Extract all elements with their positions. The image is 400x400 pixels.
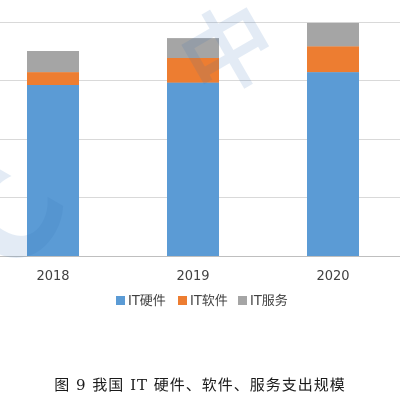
stacked-bar-chart: 2018 2019 2020 IT硬件 IT软件 IT服务 <box>0 22 400 309</box>
legend: IT硬件 IT软件 IT服务 <box>116 293 288 309</box>
bar-2018-series-0 <box>27 85 79 256</box>
bar-2018-series-2 <box>27 51 79 73</box>
legend-swatch-2 <box>238 296 247 305</box>
bar-2020-series-1 <box>307 46 359 73</box>
bar-2019-series-1 <box>167 58 219 83</box>
x-tick-label-2018: 2018 <box>36 269 69 284</box>
figure-caption: 图 9 我国 IT 硬件、软件、服务支出规模 <box>54 376 346 394</box>
x-tick-label-2020: 2020 <box>316 269 349 284</box>
x-axis-labels: 2018 2019 2020 <box>36 269 349 284</box>
bar-2020-series-2 <box>307 22 359 47</box>
bar-2019-series-0 <box>167 82 219 256</box>
legend-label-0: IT硬件 <box>128 294 166 309</box>
legend-swatch-0 <box>116 296 125 305</box>
legend-swatch-1 <box>178 296 187 305</box>
bar-stacks <box>27 22 359 256</box>
bar-2019-series-2 <box>167 38 219 58</box>
x-tick-label-2019: 2019 <box>176 269 209 284</box>
legend-label-2: IT服务 <box>250 293 288 309</box>
bar-2020-series-0 <box>307 72 359 256</box>
legend-label-1: IT软件 <box>190 294 228 309</box>
bar-2018-series-1 <box>27 72 79 85</box>
